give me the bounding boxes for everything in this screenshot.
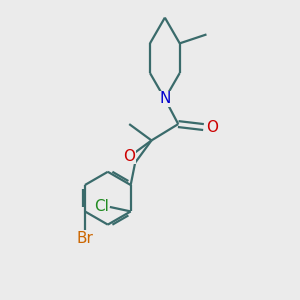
Text: O: O	[123, 148, 135, 164]
Text: Cl: Cl	[94, 200, 109, 214]
Text: O: O	[206, 119, 218, 134]
Text: Br: Br	[76, 231, 93, 246]
Text: N: N	[159, 91, 170, 106]
